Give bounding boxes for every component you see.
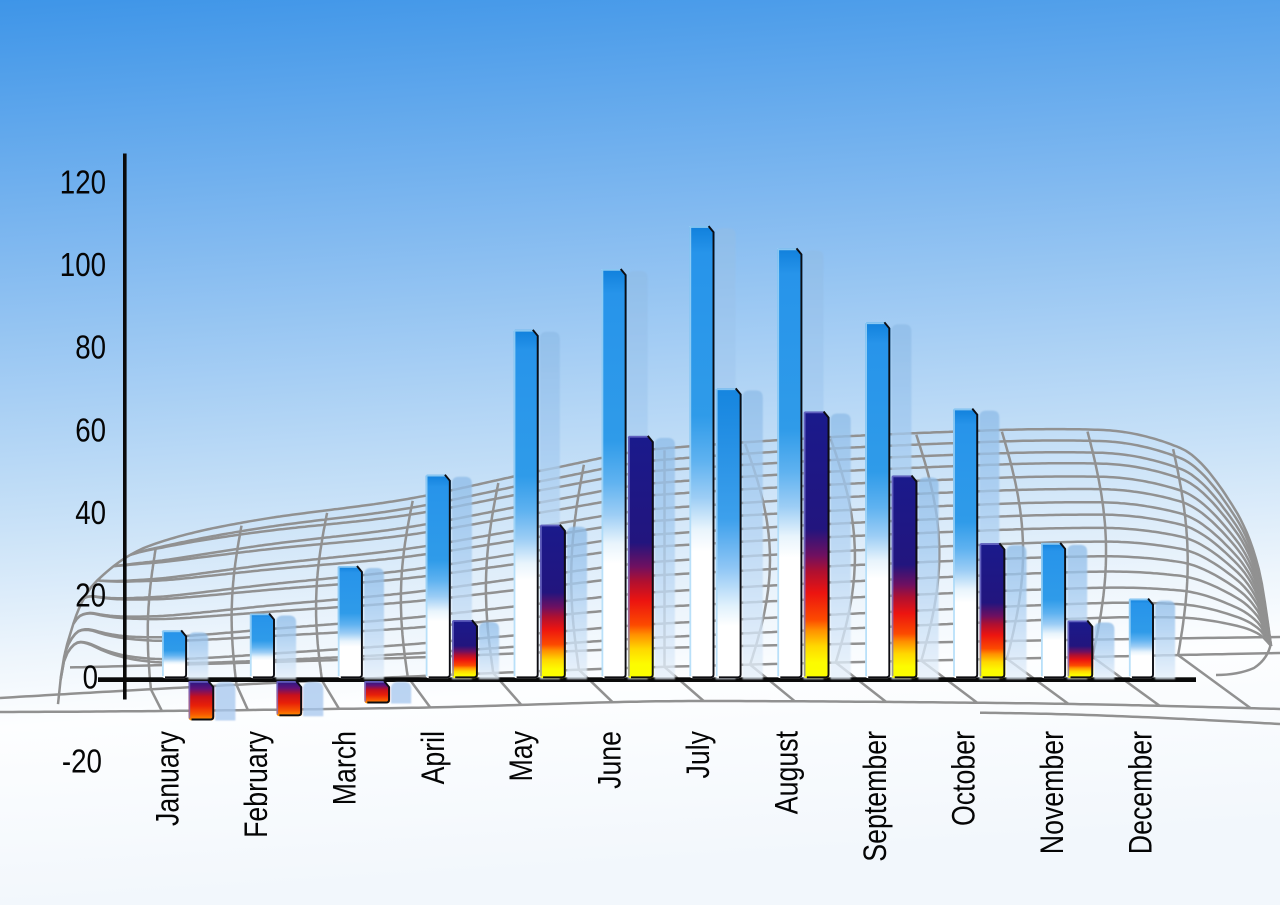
svg-text:20: 20	[75, 577, 106, 614]
svg-text:May: May	[503, 731, 539, 782]
svg-text:January: January	[149, 731, 185, 826]
svg-text:120: 120	[60, 164, 106, 201]
svg-text:60: 60	[75, 411, 106, 448]
svg-text:October: October	[946, 731, 982, 826]
svg-text:November: November	[1034, 731, 1070, 854]
svg-text:June: June	[592, 731, 628, 789]
svg-text:July: July	[680, 731, 716, 779]
svg-text:February: February	[238, 731, 274, 838]
svg-text:40: 40	[75, 494, 106, 531]
svg-text:0: 0	[83, 659, 98, 696]
svg-text:August: August	[769, 731, 805, 814]
svg-text:December: December	[1122, 731, 1158, 854]
svg-text:80: 80	[75, 329, 106, 366]
svg-text:April: April	[415, 731, 451, 784]
svg-text:March: March	[326, 731, 362, 805]
svg-text:-20: -20	[62, 743, 102, 780]
svg-text:100: 100	[60, 246, 106, 283]
svg-text:September: September	[857, 731, 893, 862]
